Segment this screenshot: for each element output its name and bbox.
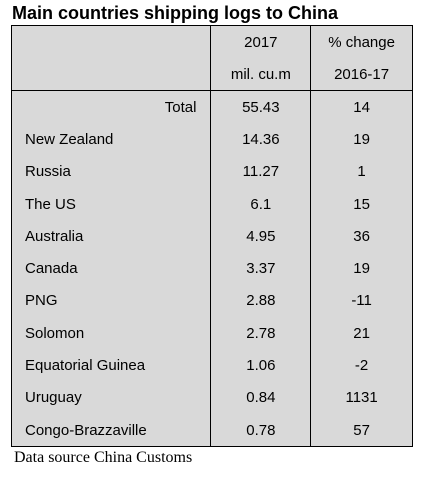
country-cell: Russia: [10, 155, 212, 188]
header-row-2: mil. cu.m 2016-17: [10, 58, 413, 91]
change-cell: 14: [310, 90, 413, 124]
change-cell: 15: [310, 187, 413, 221]
header-period: 2016-17: [310, 58, 413, 91]
country-cell: Equatorial Guinea: [10, 349, 212, 382]
volume-cell: 0.84: [210, 381, 312, 414]
volume-cell: 11.27: [210, 155, 312, 188]
change-cell: 19: [310, 252, 413, 285]
change-cell: 21: [310, 317, 413, 350]
country-cell: New Zealand: [10, 123, 212, 156]
change-cell: 57: [310, 413, 413, 447]
country-cell: Solomon: [10, 317, 212, 350]
change-cell: -11: [310, 284, 413, 318]
logs-table: 2017 % change mil. cu.m 2016-17 Total 55.…: [10, 25, 413, 448]
country-cell: The US: [10, 187, 212, 221]
table-row: Congo-Brazzaville 0.78 57: [10, 413, 413, 447]
country-cell: PNG: [10, 284, 212, 318]
change-cell: -2: [310, 349, 413, 382]
table-row: The US 6.1 15: [10, 187, 413, 221]
change-cell: 36: [310, 220, 413, 253]
header-row-1: 2017 % change: [10, 25, 413, 58]
header-cell-empty: [10, 25, 212, 58]
table-row: Russia 11.27 1: [10, 155, 413, 188]
country-cell: Australia: [10, 220, 212, 253]
volume-cell: 55.43: [210, 90, 312, 124]
table-row: Total 55.43 14: [10, 90, 413, 124]
volume-cell: 0.78: [210, 413, 312, 447]
header-change: % change: [310, 25, 413, 58]
country-cell: Uruguay: [10, 381, 212, 414]
country-cell: Total: [10, 90, 212, 124]
table-row: Uruguay 0.84 1131: [10, 381, 413, 414]
volume-cell: 14.36: [210, 123, 312, 156]
volume-cell: 2.88: [210, 284, 312, 318]
table-row: Solomon 2.78 21: [10, 317, 413, 350]
country-cell: Canada: [10, 252, 212, 285]
header-cell-empty-2: [10, 58, 212, 91]
volume-cell: 4.95: [210, 220, 312, 253]
volume-cell: 2.78: [210, 317, 312, 350]
data-source-note: Data source China Customs: [14, 449, 193, 466]
table-row: Australia 4.95 36: [10, 220, 413, 253]
volume-cell: 3.37: [210, 252, 312, 285]
table-title: Main countries shipping logs to China: [12, 3, 339, 23]
change-cell: 19: [310, 123, 413, 156]
change-cell: 1131: [310, 381, 413, 414]
country-cell: Congo-Brazzaville: [10, 413, 212, 447]
table-row: New Zealand 14.36 19: [10, 123, 413, 156]
volume-cell: 6.1: [210, 187, 312, 221]
table-row: PNG 2.88 -11: [10, 284, 413, 318]
header-unit: mil. cu.m: [210, 58, 312, 91]
table-row: Equatorial Guinea 1.06 -2: [10, 349, 413, 382]
change-cell: 1: [310, 155, 413, 188]
volume-cell: 1.06: [210, 349, 312, 382]
header-year: 2017: [210, 25, 312, 58]
table-row: Canada 3.37 19: [10, 252, 413, 285]
